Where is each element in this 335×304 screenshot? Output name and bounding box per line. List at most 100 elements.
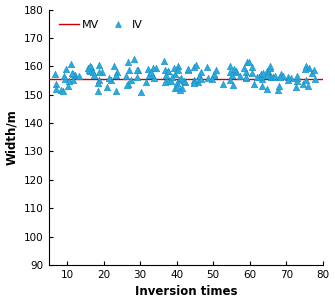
Point <box>134 68 139 73</box>
Point <box>300 81 306 86</box>
Point <box>204 64 210 69</box>
Point <box>86 67 92 72</box>
Point <box>278 72 283 77</box>
Point <box>61 73 66 78</box>
Point <box>125 82 131 87</box>
Point <box>87 64 92 68</box>
Point <box>96 88 101 93</box>
Point <box>175 67 181 72</box>
Point <box>179 75 184 80</box>
Point <box>111 64 117 69</box>
Point <box>271 75 276 80</box>
Point <box>241 65 246 70</box>
Point <box>229 72 234 77</box>
Point <box>212 71 217 76</box>
Point <box>302 67 308 71</box>
Point <box>113 72 118 77</box>
Point <box>123 74 129 78</box>
Point <box>127 68 132 73</box>
Point <box>171 66 177 71</box>
Point <box>191 65 196 70</box>
Point <box>76 74 81 78</box>
Point <box>196 73 201 78</box>
Point <box>309 71 314 75</box>
Point <box>304 63 309 68</box>
Point <box>91 69 96 74</box>
X-axis label: Inversion times: Inversion times <box>135 285 237 299</box>
Point <box>249 64 255 69</box>
Point <box>294 76 299 81</box>
Point <box>169 78 174 83</box>
Point <box>198 77 204 81</box>
Point <box>294 74 299 79</box>
Point <box>243 75 248 80</box>
Point <box>183 80 188 85</box>
Point <box>178 88 183 93</box>
Point <box>250 71 255 76</box>
Point <box>231 67 237 71</box>
Point <box>70 78 75 83</box>
Point <box>244 75 249 80</box>
Point <box>135 67 141 72</box>
Point <box>259 84 265 88</box>
Point <box>125 59 131 64</box>
Point <box>268 74 274 79</box>
Point <box>267 63 272 68</box>
Point <box>132 57 137 61</box>
Point <box>227 70 233 75</box>
Point <box>148 70 153 75</box>
Point <box>312 67 317 72</box>
Point <box>191 77 197 82</box>
Point <box>146 67 151 72</box>
Point <box>87 69 92 74</box>
Point <box>227 78 233 82</box>
Point <box>125 82 130 87</box>
Point <box>214 67 219 72</box>
Point <box>195 80 201 85</box>
Point <box>153 65 158 70</box>
Point <box>234 68 239 73</box>
Y-axis label: Width/m: Width/m <box>6 109 18 165</box>
Point <box>106 75 112 80</box>
Point <box>170 74 175 79</box>
Point <box>72 73 77 78</box>
Point <box>162 68 168 73</box>
Point <box>181 79 187 84</box>
Point <box>264 73 270 78</box>
Point <box>165 68 171 73</box>
Point <box>307 65 312 70</box>
Point <box>285 74 290 79</box>
Point <box>143 79 148 84</box>
Point <box>109 77 114 82</box>
Point <box>114 70 120 75</box>
Point <box>185 68 191 73</box>
Point <box>255 75 260 80</box>
Point <box>58 88 64 92</box>
Point <box>210 77 215 82</box>
Point <box>100 69 105 74</box>
Point <box>174 80 180 85</box>
Point <box>54 87 59 92</box>
Point <box>61 88 66 93</box>
Point <box>265 71 270 75</box>
Point <box>97 63 102 67</box>
Point <box>313 76 318 81</box>
Point <box>205 76 210 81</box>
Point <box>179 85 184 90</box>
Point <box>264 86 269 91</box>
Point <box>62 77 68 81</box>
Point <box>264 68 269 73</box>
Point <box>198 70 203 75</box>
Point <box>104 84 110 89</box>
Point <box>257 74 262 79</box>
Point <box>113 88 118 93</box>
Point <box>71 72 76 77</box>
Point <box>138 89 143 94</box>
Point <box>252 82 257 87</box>
Point <box>185 67 190 72</box>
Point <box>194 63 199 68</box>
Point <box>227 64 232 68</box>
Point <box>244 70 249 74</box>
Point <box>151 75 156 80</box>
Point <box>221 81 226 86</box>
